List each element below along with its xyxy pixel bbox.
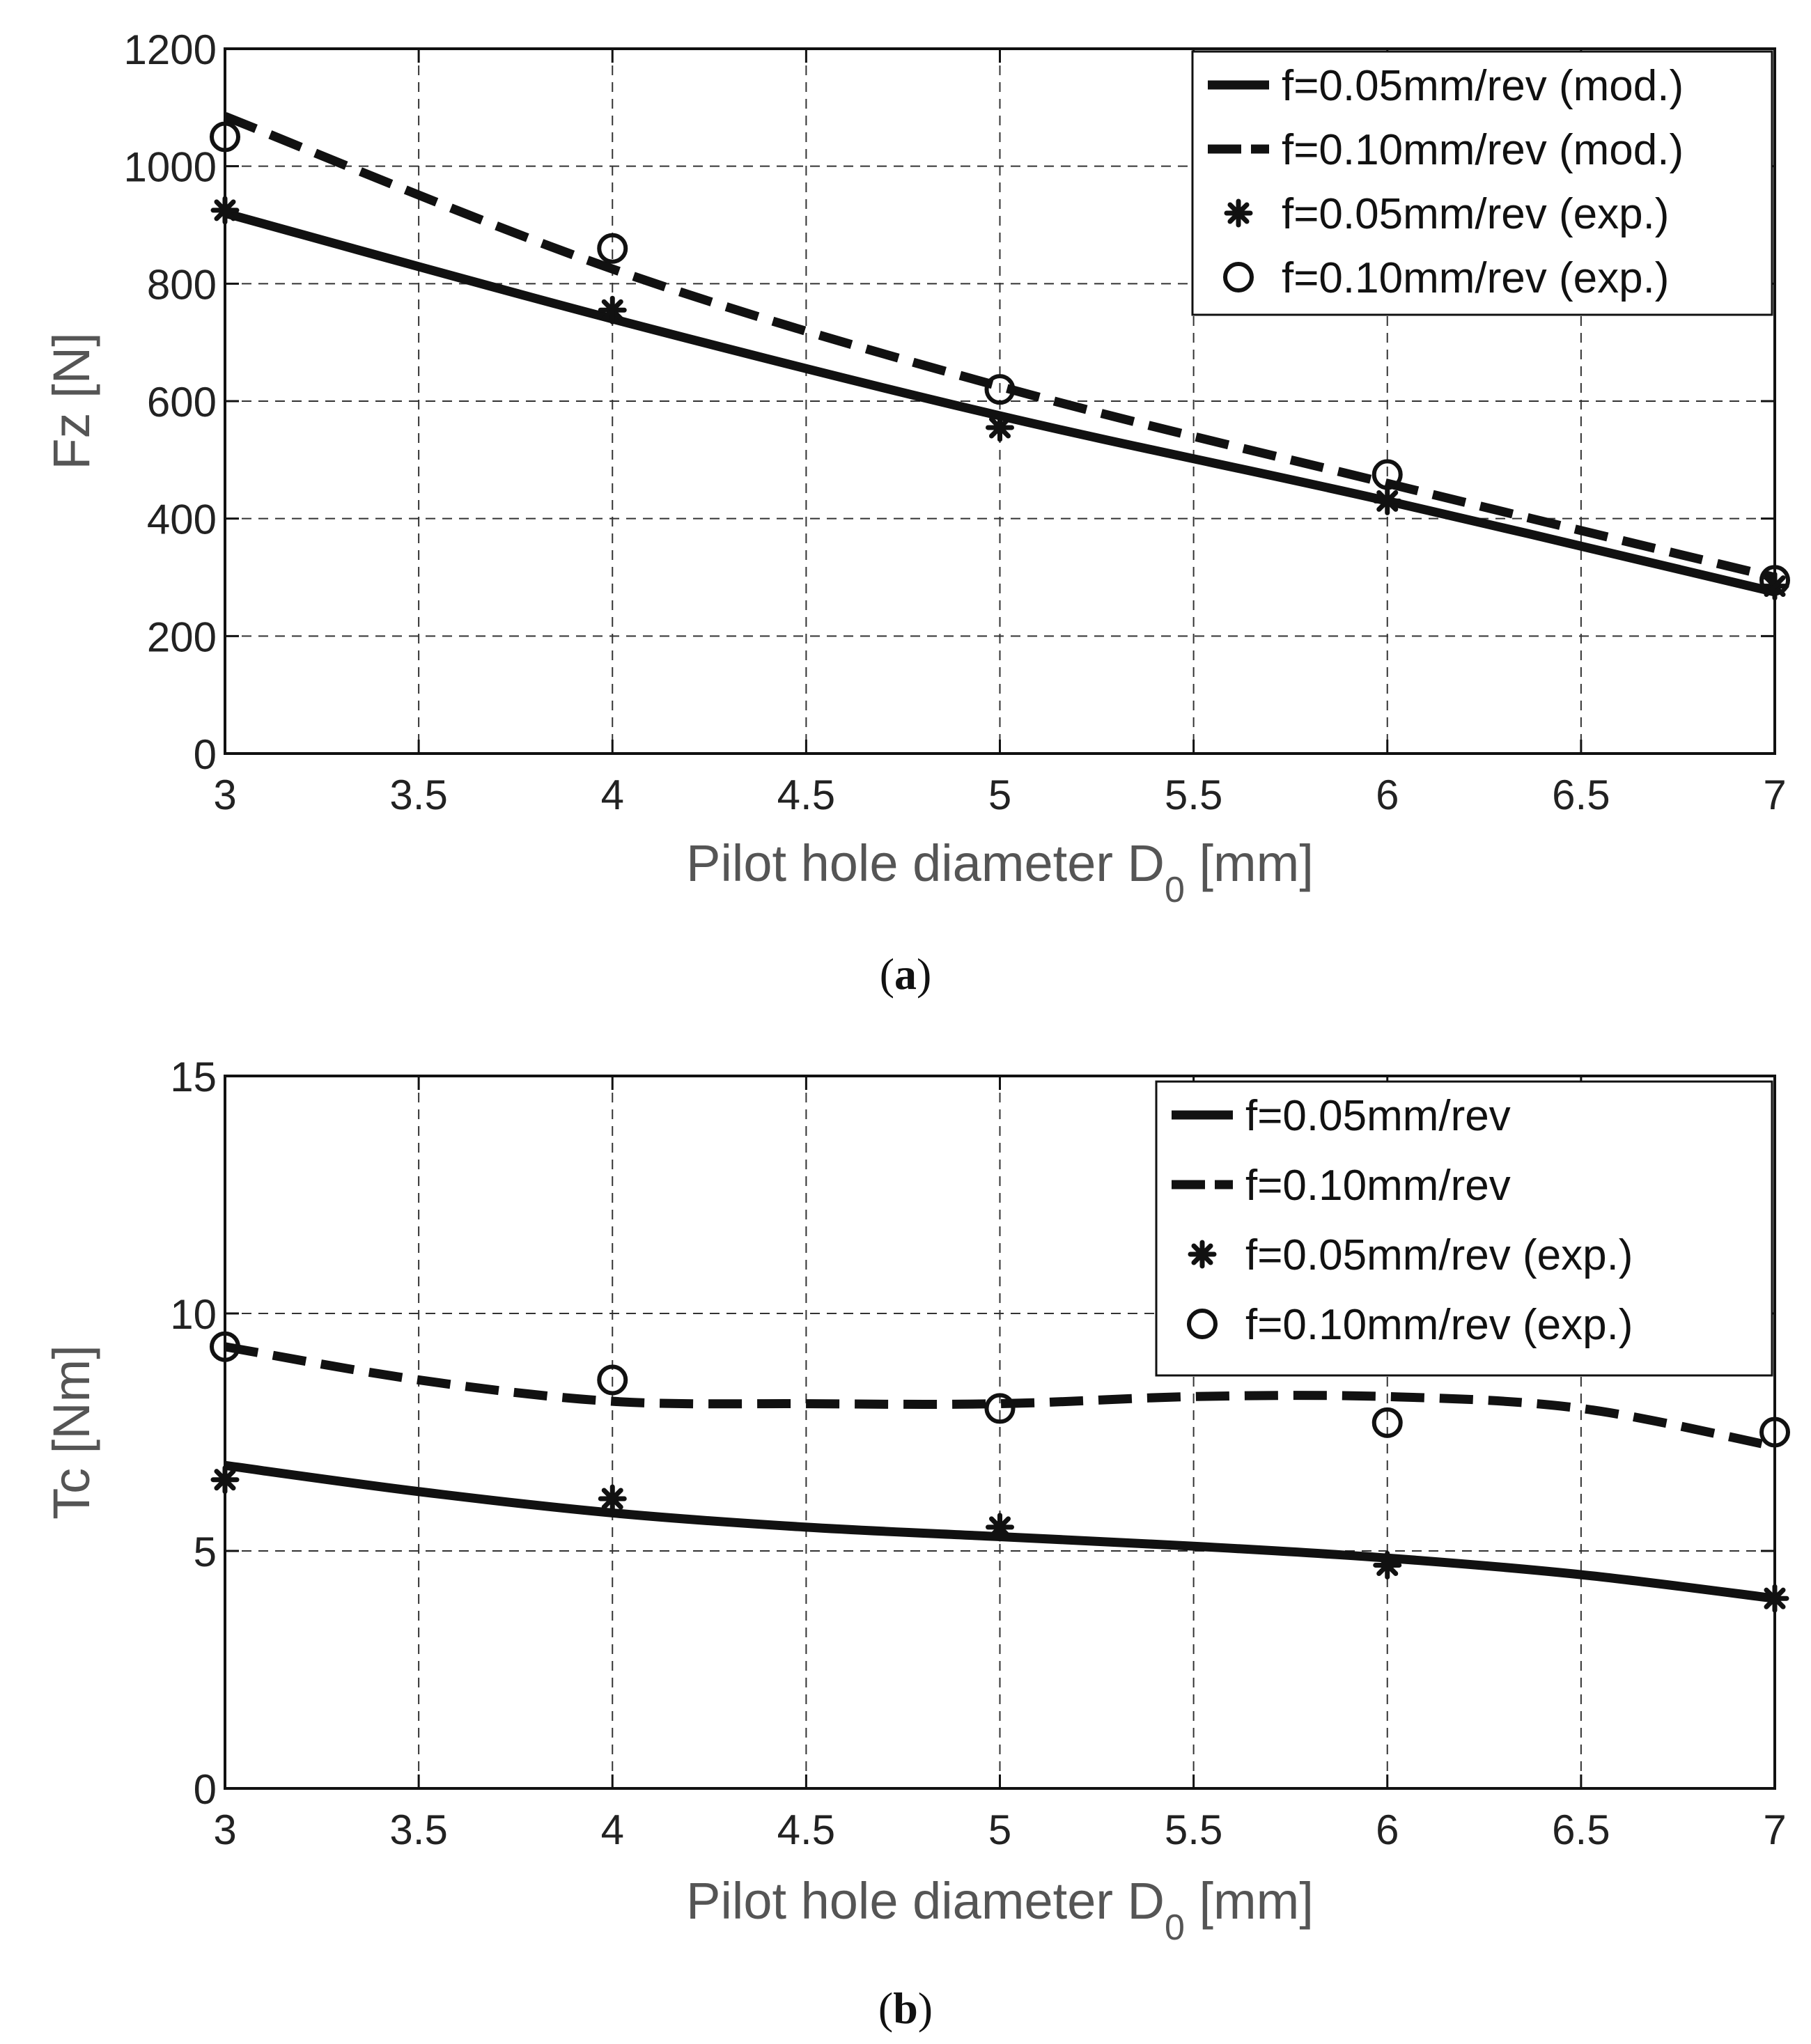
x-tick-label: 6.5 [1552, 772, 1610, 818]
series-3-point [1759, 1417, 1790, 1448]
x-tick-label: 5 [988, 1807, 1011, 1853]
chart-a: 3 3.5 4 4.5 5 5.5 6 6.5 7 0 200 400 600 800 1000 1200 f=… [42, 26, 1790, 999]
x-tick-label: 5.5 [1165, 1807, 1222, 1853]
series-2-point [986, 413, 1014, 442]
series-2-point-stroke [1376, 1554, 1399, 1576]
legend-label: f=0.05mm/rev (exp.) [1282, 190, 1669, 238]
y-tick-label: 400 [147, 497, 217, 543]
y-tick-label: 1200 [124, 26, 217, 73]
x-tick-label: 7 [1763, 772, 1786, 818]
x-tick-label: 5 [988, 772, 1011, 818]
series-line-1 [224, 1342, 1776, 1451]
legend-star-marker [1188, 1240, 1217, 1269]
legend-star-marker-stroke [1191, 1243, 1213, 1265]
legend-label: f=0.10mm/rev (mod.) [1282, 126, 1684, 174]
y-axis-label: Fz [N] [42, 332, 100, 469]
series-3-point [210, 1331, 240, 1362]
plot-frame [224, 1075, 1776, 1790]
legend-label: f=0.05mm/rev [1245, 1092, 1511, 1140]
series-2-point [986, 1513, 1014, 1542]
panel-caption: (b) [878, 1983, 933, 2033]
legend-circle-marker [1187, 1309, 1218, 1339]
series-2-point [1760, 1584, 1789, 1613]
series-2-point-stroke [1376, 490, 1399, 512]
x-axis-label-subscript: 0 [1165, 870, 1185, 910]
series-3-point [1759, 565, 1790, 596]
y-tick-label: 0 [194, 731, 217, 778]
y-tick-label: 200 [147, 614, 217, 660]
x-axis-label-main: Pilot hole diameter D [686, 1872, 1165, 1930]
x-tick-label: 4 [601, 772, 624, 818]
caption-close: ) [917, 949, 931, 999]
series-3-point [597, 233, 628, 264]
legend-star-marker [1224, 198, 1253, 228]
x-tick-label: 4 [601, 1807, 624, 1853]
y-tick-label: 1000 [124, 144, 217, 191]
series-2-point [598, 1484, 627, 1513]
caption-open: ( [880, 949, 894, 999]
series-3-point [984, 1393, 1016, 1424]
legend-circle-marker [1223, 262, 1254, 292]
x-axis-label-subscript: 0 [1165, 1908, 1185, 1948]
y-tick-label: 5 [194, 1529, 217, 1575]
chart-b: 3 3.5 4 4.5 5 5.5 6 6.5 7 0 5 10 15 f=0.05mm/rev f=0.1… [42, 1054, 1790, 2033]
y-tick-label: 0 [194, 1766, 217, 1813]
legend-label: f=0.10mm/rev (exp.) [1282, 254, 1669, 302]
x-tick-label: 3.5 [389, 1807, 447, 1853]
series-3-point [1371, 1407, 1403, 1438]
x-axis-label-unit: [mm] [1185, 834, 1314, 892]
x-tick-label: 6.5 [1552, 1807, 1610, 1853]
series-2-point [210, 1465, 240, 1495]
panel-caption: (a) [880, 949, 932, 999]
y-axis-label: Tc [Nm] [42, 1345, 100, 1520]
x-tick-label: 4.5 [777, 1807, 835, 1853]
x-tick-label: 3.5 [389, 772, 447, 818]
x-tick-label: 4.5 [777, 772, 835, 818]
series-2-point [1373, 486, 1402, 515]
y-tick-label: 800 [147, 261, 217, 308]
legend-box [1191, 50, 1773, 316]
series-2-point-stroke [1764, 1587, 1786, 1609]
x-tick-label: 6 [1376, 772, 1399, 818]
y-tick-label: 15 [170, 1054, 217, 1100]
series-2-point-stroke [988, 416, 1011, 439]
series-3-point [1371, 459, 1403, 490]
caption-letter: b [893, 1983, 918, 2033]
series-2-point-stroke [214, 199, 236, 221]
x-axis-label-unit: [mm] [1185, 1872, 1314, 1930]
legend-star-marker-stroke [1227, 202, 1250, 224]
series-2-point [210, 196, 240, 225]
x-tick-label: 6 [1376, 1807, 1399, 1853]
series-3-point [984, 374, 1016, 405]
series-2-point-stroke [601, 1488, 623, 1510]
y-tick-label: 10 [170, 1291, 217, 1338]
legend-label: f=0.10mm/rev (exp.) [1245, 1301, 1633, 1349]
series-2-point-stroke [214, 1469, 236, 1491]
legend-label: f=0.10mm/rev [1245, 1162, 1511, 1210]
series-2-point-stroke [601, 299, 623, 321]
series-2-point [598, 295, 627, 325]
plot-frame [224, 47, 1776, 755]
series-line-1 [223, 111, 1776, 582]
caption-open: ( [878, 1983, 893, 2033]
x-tick-label: 5.5 [1165, 772, 1222, 818]
caption-letter: a [894, 949, 917, 999]
caption-close: ) [918, 1983, 933, 2033]
x-axis-label: Pilot hole diameter D0 [mm] [686, 1872, 1314, 1948]
legend-label: f=0.05mm/rev (exp.) [1245, 1231, 1633, 1279]
series-3-point [597, 1364, 628, 1396]
x-axis-label-main: Pilot hole diameter D [686, 834, 1165, 892]
x-tick-label: 3 [213, 1807, 236, 1853]
x-tick-label: 7 [1763, 1807, 1786, 1853]
x-axis-label: Pilot hole diameter D0 [mm] [686, 834, 1314, 910]
x-tick-label: 3 [213, 772, 236, 818]
y-tick-label: 600 [147, 379, 217, 426]
series-2-point-stroke [988, 1516, 1011, 1538]
legend-label: f=0.05mm/rev (mod.) [1282, 62, 1684, 110]
legend-box [1155, 1080, 1773, 1377]
series-2-point [1373, 1550, 1402, 1579]
series-3-point [210, 121, 240, 153]
